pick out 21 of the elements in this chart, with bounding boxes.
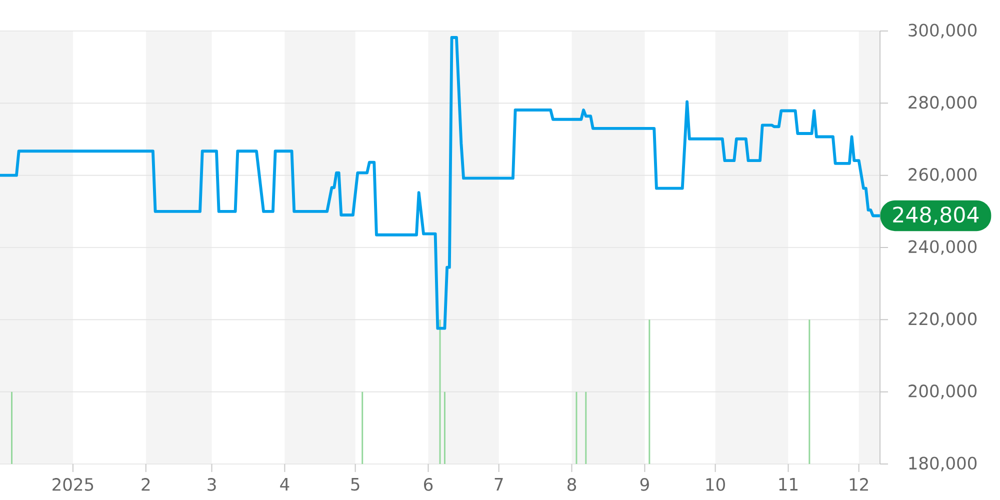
- x-tick-label: 11: [779, 478, 798, 490]
- y-tick-label: 240,000: [908, 240, 977, 255]
- y-tick-label: 200,000: [908, 384, 977, 400]
- x-tick-label: 9: [640, 478, 649, 491]
- y-tick-label: 220,000: [908, 312, 977, 327]
- x-tick-label: 6: [424, 478, 433, 491]
- line-series: [0, 36, 880, 330]
- x-tick-label: 7: [494, 478, 503, 490]
- x-tick-label: 10: [706, 478, 725, 491]
- y-tick-label: 260,000: [908, 168, 977, 183]
- x-tick-label: 2: [142, 478, 150, 491]
- x-tick-label: 4: [280, 478, 290, 490]
- x-tick-label: 8: [568, 478, 576, 491]
- y-tick-label: 180,000: [909, 456, 977, 472]
- x-tick-label: 2025: [52, 478, 94, 491]
- x-tick-label: 3: [208, 478, 216, 491]
- annotation: 248,804: [893, 206, 979, 225]
- y-tick-label: 280,000: [908, 96, 977, 110]
- x-tick-label: 5: [351, 478, 360, 491]
- x-tick-label: 12: [850, 478, 868, 491]
- y-tick-label: 300,000: [908, 24, 977, 38]
